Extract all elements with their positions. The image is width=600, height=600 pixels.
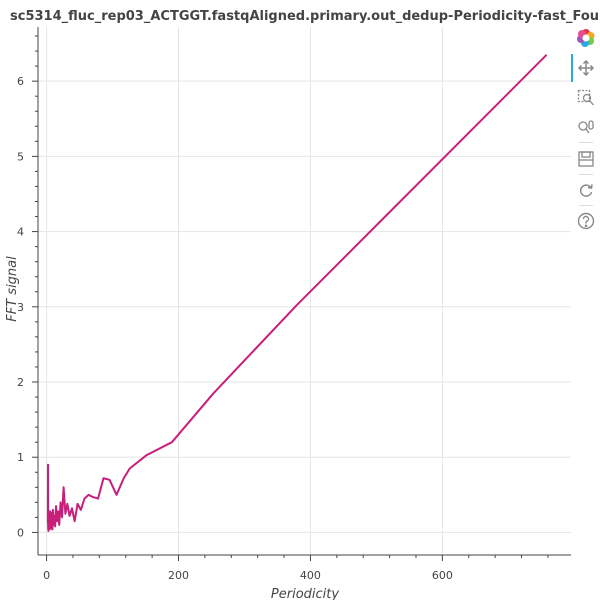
- x-tick-label: 400: [300, 569, 321, 582]
- y-tick-label: 1: [17, 451, 24, 464]
- toolbar-divider: [579, 142, 593, 143]
- pan-icon[interactable]: [575, 57, 597, 79]
- grid: [38, 27, 571, 555]
- x-tick-label: 600: [432, 569, 453, 582]
- active-tool-indicator: [571, 54, 573, 82]
- plot-area[interactable]: [46, 54, 548, 532]
- y-tick-label: 0: [17, 526, 24, 539]
- y-tick-label: 5: [17, 150, 24, 163]
- bokeh-logo-icon[interactable]: [575, 27, 597, 49]
- help-icon[interactable]: [575, 210, 597, 232]
- toolbar: [571, 24, 600, 244]
- x-tick-label: 0: [43, 569, 50, 582]
- y-tick-label: 4: [17, 226, 24, 239]
- y-tick-label: 3: [17, 301, 24, 314]
- x-axis-label: Periodicity: [271, 587, 339, 600]
- toolbar-divider: [579, 174, 593, 175]
- y-tick-label: 6: [17, 75, 24, 88]
- reset-icon[interactable]: [575, 179, 597, 201]
- wheel-zoom-icon[interactable]: [575, 116, 597, 138]
- save-icon[interactable]: [575, 148, 597, 170]
- axes: 0 200 400 600 0 1 2 3 4 5 6: [17, 27, 571, 582]
- chart-title: sc5314_fluc_rep03_ACTGGT.fastqAligned.pr…: [10, 9, 600, 24]
- box-zoom-icon[interactable]: [575, 87, 597, 109]
- series-line[interactable]: [46, 54, 548, 532]
- y-axis-label: FFT signal: [5, 256, 20, 322]
- toolbar-divider: [579, 205, 593, 206]
- x-tick-label: 200: [168, 569, 189, 582]
- y-tick-label: 2: [17, 376, 24, 389]
